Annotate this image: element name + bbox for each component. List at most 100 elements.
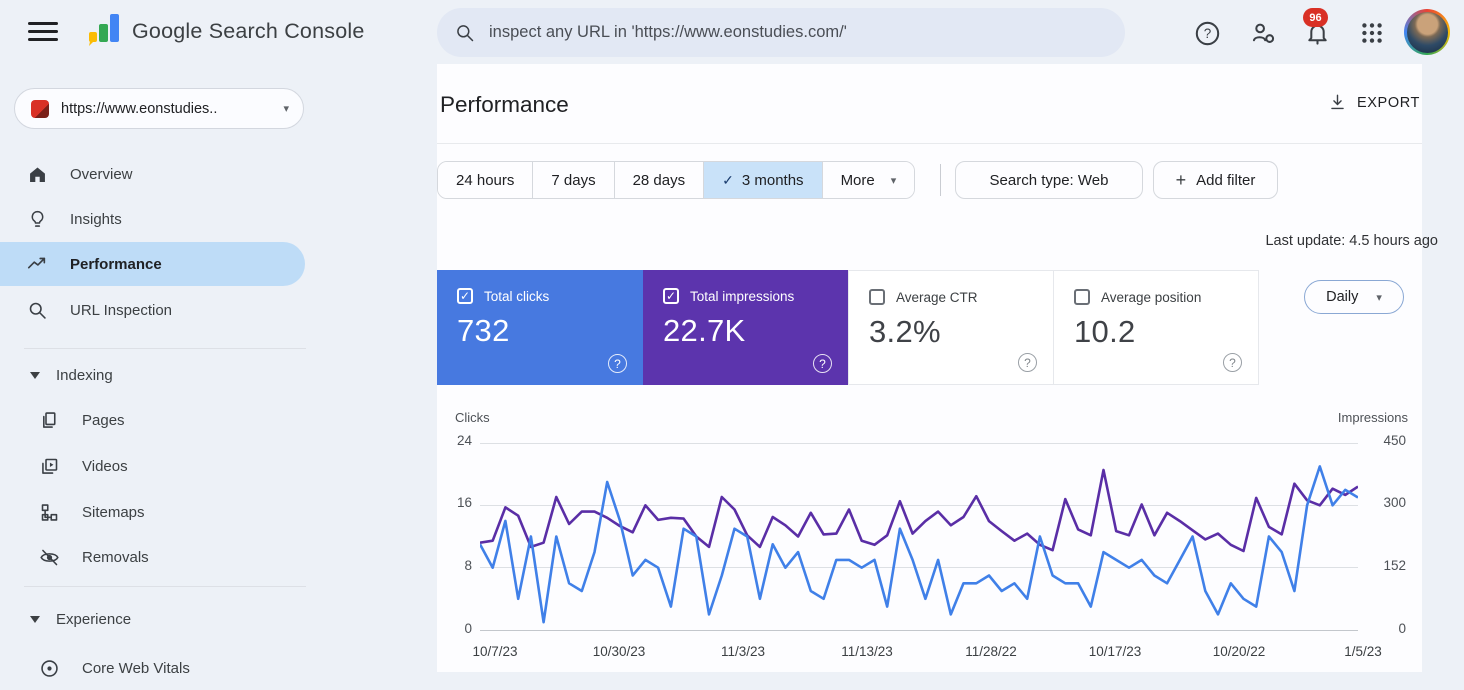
card-value: 22.7K — [663, 313, 746, 348]
filter-separator — [940, 164, 941, 196]
trending-up-icon — [26, 253, 48, 275]
x-axis-label: 10/30/23 — [592, 644, 646, 659]
section-label: Indexing — [56, 366, 113, 384]
eye-off-icon — [38, 546, 60, 568]
property-url: https://www.eonstudies.. — [61, 100, 218, 117]
lightbulb-icon — [26, 208, 48, 230]
checkbox-checked-icon[interactable]: ✓ — [663, 288, 679, 304]
page-title: Performance — [440, 92, 569, 117]
download-icon — [1331, 94, 1344, 110]
right-tick: 300 — [1383, 495, 1406, 510]
url-inspection-searchbar[interactable] — [437, 8, 1125, 57]
help-icon[interactable]: ? — [813, 354, 832, 373]
card-value: 10.2 — [1074, 314, 1136, 349]
sidebar-section-indexing[interactable]: Indexing — [0, 356, 305, 394]
sidebar-item-removals[interactable]: Removals — [0, 535, 305, 579]
export-button[interactable]: EXPORT — [1328, 93, 1420, 112]
chip-label: Add filter — [1196, 171, 1256, 189]
clicks-line — [480, 465, 1358, 624]
sidebar-item-core-web-vitals[interactable]: Core Web Vitals — [0, 646, 305, 690]
last-update-text: Last update: 4.5 hours ago — [1265, 233, 1438, 249]
tab-label: 7 days — [551, 171, 596, 189]
x-axis-label: 10/17/23 — [1088, 644, 1142, 659]
chevron-down-icon: ▾ — [283, 103, 289, 115]
tab-more[interactable]: More ▾ — [822, 162, 915, 198]
help-icon[interactable]: ? — [1223, 353, 1242, 372]
notification-badge: 96 — [1303, 8, 1328, 27]
x-axis-label: 10/7/23 — [472, 644, 518, 659]
search-type-chip[interactable]: Search type: Web — [955, 161, 1143, 199]
card-label: Average position — [1101, 289, 1202, 305]
checkbox-unchecked-icon[interactable] — [1074, 289, 1090, 305]
menu-icon[interactable] — [28, 22, 58, 42]
card-value: 3.2% — [869, 314, 941, 349]
sidebar-item-label: Insights — [70, 210, 122, 228]
sidebar-divider — [24, 586, 306, 587]
date-range-tabs: 24 hours 7 days 28 days ✓ 3 months More … — [437, 161, 916, 199]
gridline — [480, 443, 1358, 444]
sidebar-item-label: Performance — [70, 255, 162, 273]
metric-card-total-clicks[interactable]: ✓ Total clicks 732 ? — [437, 270, 643, 385]
metric-card-average-position[interactable]: Average position 10.2 ? — [1053, 270, 1259, 385]
gauge-icon — [38, 657, 60, 679]
sidebar-item-label: Sitemaps — [82, 503, 145, 521]
tab-24-hours[interactable]: 24 hours — [438, 162, 534, 198]
app-title: Google Search Console — [132, 19, 365, 43]
card-label: Total impressions — [690, 288, 795, 304]
search-console-logo-icon — [89, 14, 119, 46]
left-tick: 0 — [464, 621, 472, 636]
sidebar-item-label: Pages — [82, 411, 125, 429]
tab-28-days[interactable]: 28 days — [614, 162, 705, 198]
metric-card-average-ctr[interactable]: Average CTR 3.2% ? — [848, 270, 1054, 385]
left-tick: 16 — [456, 495, 472, 510]
video-pages-icon — [38, 455, 60, 477]
x-axis-label: 11/28/22 — [965, 644, 1017, 659]
interval-dropdown[interactable]: Daily ▾ — [1304, 280, 1404, 314]
google-apps-grid-icon[interactable] — [1355, 16, 1389, 50]
section-label: Experience — [56, 610, 132, 628]
chevron-down-icon: ▾ — [1376, 291, 1382, 304]
sidebar-item-label: Videos — [82, 457, 128, 475]
property-selector[interactable]: https://www.eonstudies.. ▾ — [14, 88, 304, 129]
checkbox-checked-icon[interactable]: ✓ — [457, 288, 473, 304]
sidebar-item-label: Removals — [82, 548, 149, 566]
property-favicon-icon — [31, 99, 49, 118]
help-icon[interactable]: ? — [1018, 353, 1037, 372]
sidebar-section-experience[interactable]: Experience — [0, 600, 305, 638]
tab-7-days[interactable]: 7 days — [533, 162, 615, 198]
performance-line-chart[interactable] — [480, 436, 1358, 632]
right-tick: 0 — [1398, 621, 1406, 636]
share-user-icon[interactable] — [1246, 16, 1280, 50]
sidebar-item-performance[interactable]: Performance — [0, 242, 305, 286]
checkbox-unchecked-icon[interactable] — [869, 289, 885, 305]
card-value: 732 — [457, 313, 510, 348]
tab-3-months-selected[interactable]: ✓ 3 months — [704, 162, 823, 198]
header-divider — [437, 143, 1422, 144]
account-avatar[interactable] — [1404, 9, 1450, 55]
right-tick: 152 — [1383, 558, 1406, 573]
sidebar-item-pages[interactable]: Pages — [0, 398, 305, 442]
sidebar-item-insights[interactable]: Insights — [0, 197, 305, 241]
sidebar-item-url-inspection[interactable]: URL Inspection — [0, 288, 305, 332]
x-axis-label: 11/3/23 — [720, 644, 766, 659]
chip-label: Search type: Web — [989, 171, 1109, 189]
sidebar-item-sitemaps[interactable]: Sitemaps — [0, 490, 305, 534]
sidebar-item-label: URL Inspection — [70, 301, 172, 319]
x-axis-label: 11/13/23 — [841, 644, 893, 659]
svg-text:?: ? — [1203, 26, 1211, 41]
sidebar-item-overview[interactable]: Overview — [0, 152, 305, 196]
avatar-photo — [1406, 11, 1448, 53]
interval-label: Daily — [1326, 289, 1359, 305]
home-icon — [26, 163, 48, 185]
search-icon — [26, 299, 48, 321]
x-axis-label: 10/20/22 — [1212, 644, 1266, 659]
metric-card-total-impressions[interactable]: ✓ Total impressions 22.7K ? — [643, 270, 848, 385]
sidebar-item-videos[interactable]: Videos — [0, 444, 305, 488]
help-icon[interactable]: ? — [1190, 16, 1224, 50]
help-icon[interactable]: ? — [608, 354, 627, 373]
add-filter-button[interactable]: + Add filter — [1153, 161, 1278, 199]
card-label: Average CTR — [896, 289, 978, 305]
gridline — [480, 505, 1358, 506]
search-input[interactable] — [489, 23, 1107, 42]
tab-label: More — [840, 171, 875, 189]
